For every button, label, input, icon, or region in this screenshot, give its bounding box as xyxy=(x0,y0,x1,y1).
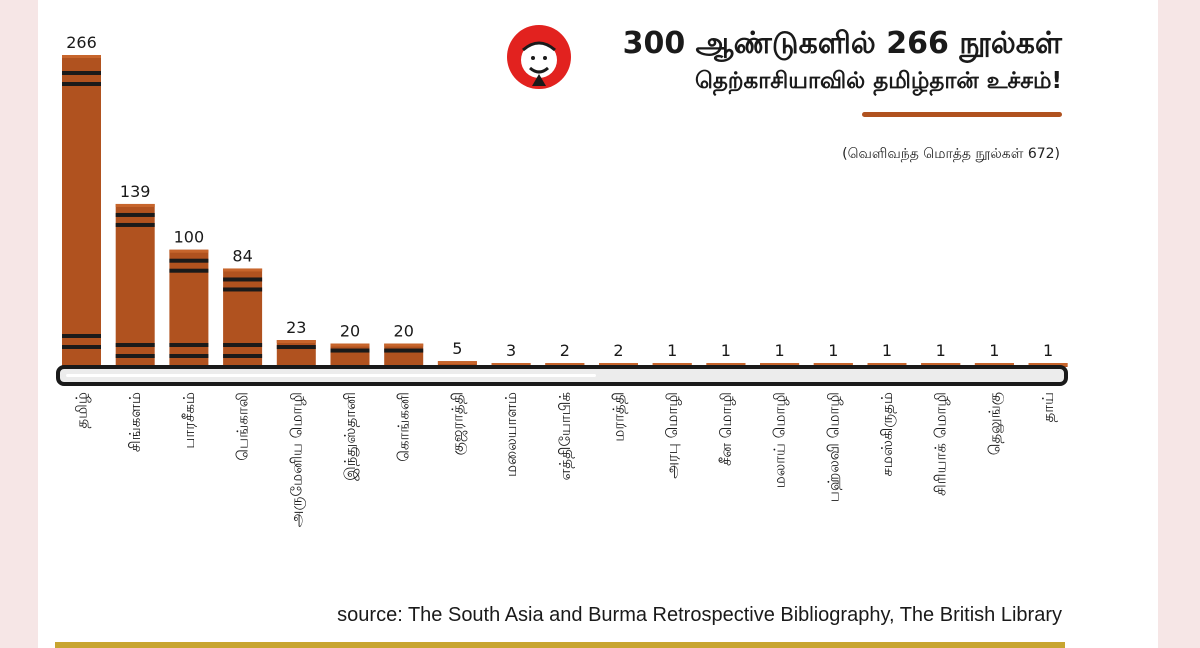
bar-band xyxy=(223,277,263,282)
bar xyxy=(62,55,101,367)
bar-band xyxy=(62,334,101,338)
data-label: 100 xyxy=(174,228,205,247)
bar-top-edge xyxy=(276,340,316,344)
category-label: அருமேனிய மொழி xyxy=(287,392,305,527)
bar xyxy=(276,340,316,367)
bar-band xyxy=(62,82,101,86)
data-label: 1 xyxy=(936,341,946,360)
data-label: 1 xyxy=(775,341,785,360)
bar-band xyxy=(62,71,101,75)
category-label: தாய் xyxy=(1039,392,1057,422)
bar-top-edge xyxy=(545,363,585,366)
bar-band xyxy=(276,345,316,350)
data-label: 84 xyxy=(232,246,252,265)
bar-band xyxy=(115,222,155,227)
data-label: 266 xyxy=(66,33,97,52)
category-label: குஜராத்தி xyxy=(448,392,467,455)
bar-band xyxy=(115,212,155,217)
category-label: பாரசீகம் xyxy=(180,392,198,449)
data-label: 1 xyxy=(989,341,999,360)
category-label: எத்தியோபிக் xyxy=(556,392,574,480)
shelf-highlight xyxy=(66,374,596,377)
category-label: பஹ்லவி மொழி xyxy=(824,392,842,502)
data-label: 1 xyxy=(1043,341,1053,360)
data-label: 1 xyxy=(667,341,677,360)
bar-band xyxy=(115,354,155,358)
data-label: 2 xyxy=(613,341,623,360)
cartoon-face-logo-icon xyxy=(507,25,571,89)
category-label: இந்துஸ்தானி xyxy=(341,392,359,481)
bar xyxy=(330,343,370,367)
bar-band xyxy=(223,343,263,347)
bar-top-edge xyxy=(1028,363,1068,366)
bar-top-edge xyxy=(384,343,424,347)
bar-band xyxy=(330,348,370,353)
category-label: சமஸ்கிருதம் xyxy=(878,392,896,477)
total-books-note: (வெளிவந்த மொத்த நூல்கள் 672) xyxy=(842,146,1060,162)
bar-band xyxy=(169,268,209,273)
category-label: சிங்களம் xyxy=(126,392,144,452)
category-label: அரபு மொழி xyxy=(663,392,681,479)
data-label: 1 xyxy=(828,341,838,360)
bar-top-edge xyxy=(599,363,638,366)
data-label: 3 xyxy=(506,341,516,360)
bar-top-edge xyxy=(62,55,101,58)
bar-band xyxy=(115,343,155,347)
bar xyxy=(115,203,155,367)
category-label: மலாய் மொழி xyxy=(771,392,789,488)
data-label: 2 xyxy=(560,341,570,360)
bar xyxy=(169,249,209,367)
category-label: தமிழ் xyxy=(73,392,91,429)
data-label: 20 xyxy=(394,322,414,341)
bar-top-edge xyxy=(813,363,853,366)
bar-top-edge xyxy=(706,363,746,366)
source-note: source: The South Asia and Burma Retrosp… xyxy=(337,604,1062,626)
chart-title: 300 ஆண்டுகளில் 266 நூல்கள் xyxy=(622,26,1062,61)
bar-top-edge xyxy=(867,363,907,366)
category-label: தெலுங்கு xyxy=(985,392,1004,455)
bar-band xyxy=(169,343,209,347)
bar-top-edge xyxy=(760,363,800,366)
bar-band xyxy=(169,354,209,358)
chart-subtitle: தெற்காசியாவில் தமிழ்தான் உச்சம்! xyxy=(694,68,1062,94)
category-label: கொங்கனி xyxy=(395,392,413,462)
bar-top-edge xyxy=(974,363,1014,366)
data-label: 23 xyxy=(286,318,306,337)
bar xyxy=(223,268,263,367)
bar-top-edge xyxy=(169,249,209,253)
bar-band xyxy=(223,354,263,358)
bar-band xyxy=(169,258,209,263)
category-label: சீன மொழி xyxy=(717,392,735,466)
data-label: 1 xyxy=(882,341,892,360)
bar-band xyxy=(223,287,263,292)
category-label: சிரியாக் மொழி xyxy=(932,392,950,496)
category-label: மராத்தி xyxy=(610,392,628,442)
data-label: 139 xyxy=(120,182,151,201)
bar-top-edge xyxy=(330,343,370,347)
category-label: பெங்காலி xyxy=(234,392,252,461)
bar-band xyxy=(62,345,101,349)
category-label: மலையாளம் xyxy=(502,392,520,477)
data-label: 1 xyxy=(721,341,731,360)
bar-top-edge xyxy=(437,361,477,365)
title-underline xyxy=(862,112,1062,117)
footer-rule xyxy=(55,642,1065,648)
bar-top-edge xyxy=(491,363,531,366)
bar-top-edge xyxy=(921,363,961,366)
data-label: 5 xyxy=(452,339,462,358)
bar-chart: 266 தமிழ் 139 சிங்களம் 100 பாரசீகம் 84 பெங்காலி… xyxy=(56,33,1068,527)
bar-band xyxy=(384,348,424,353)
bar xyxy=(384,343,424,367)
bar-top-edge xyxy=(115,203,155,207)
bar-top-edge xyxy=(652,363,692,366)
data-label: 20 xyxy=(340,322,360,341)
bar-top-edge xyxy=(223,268,263,272)
